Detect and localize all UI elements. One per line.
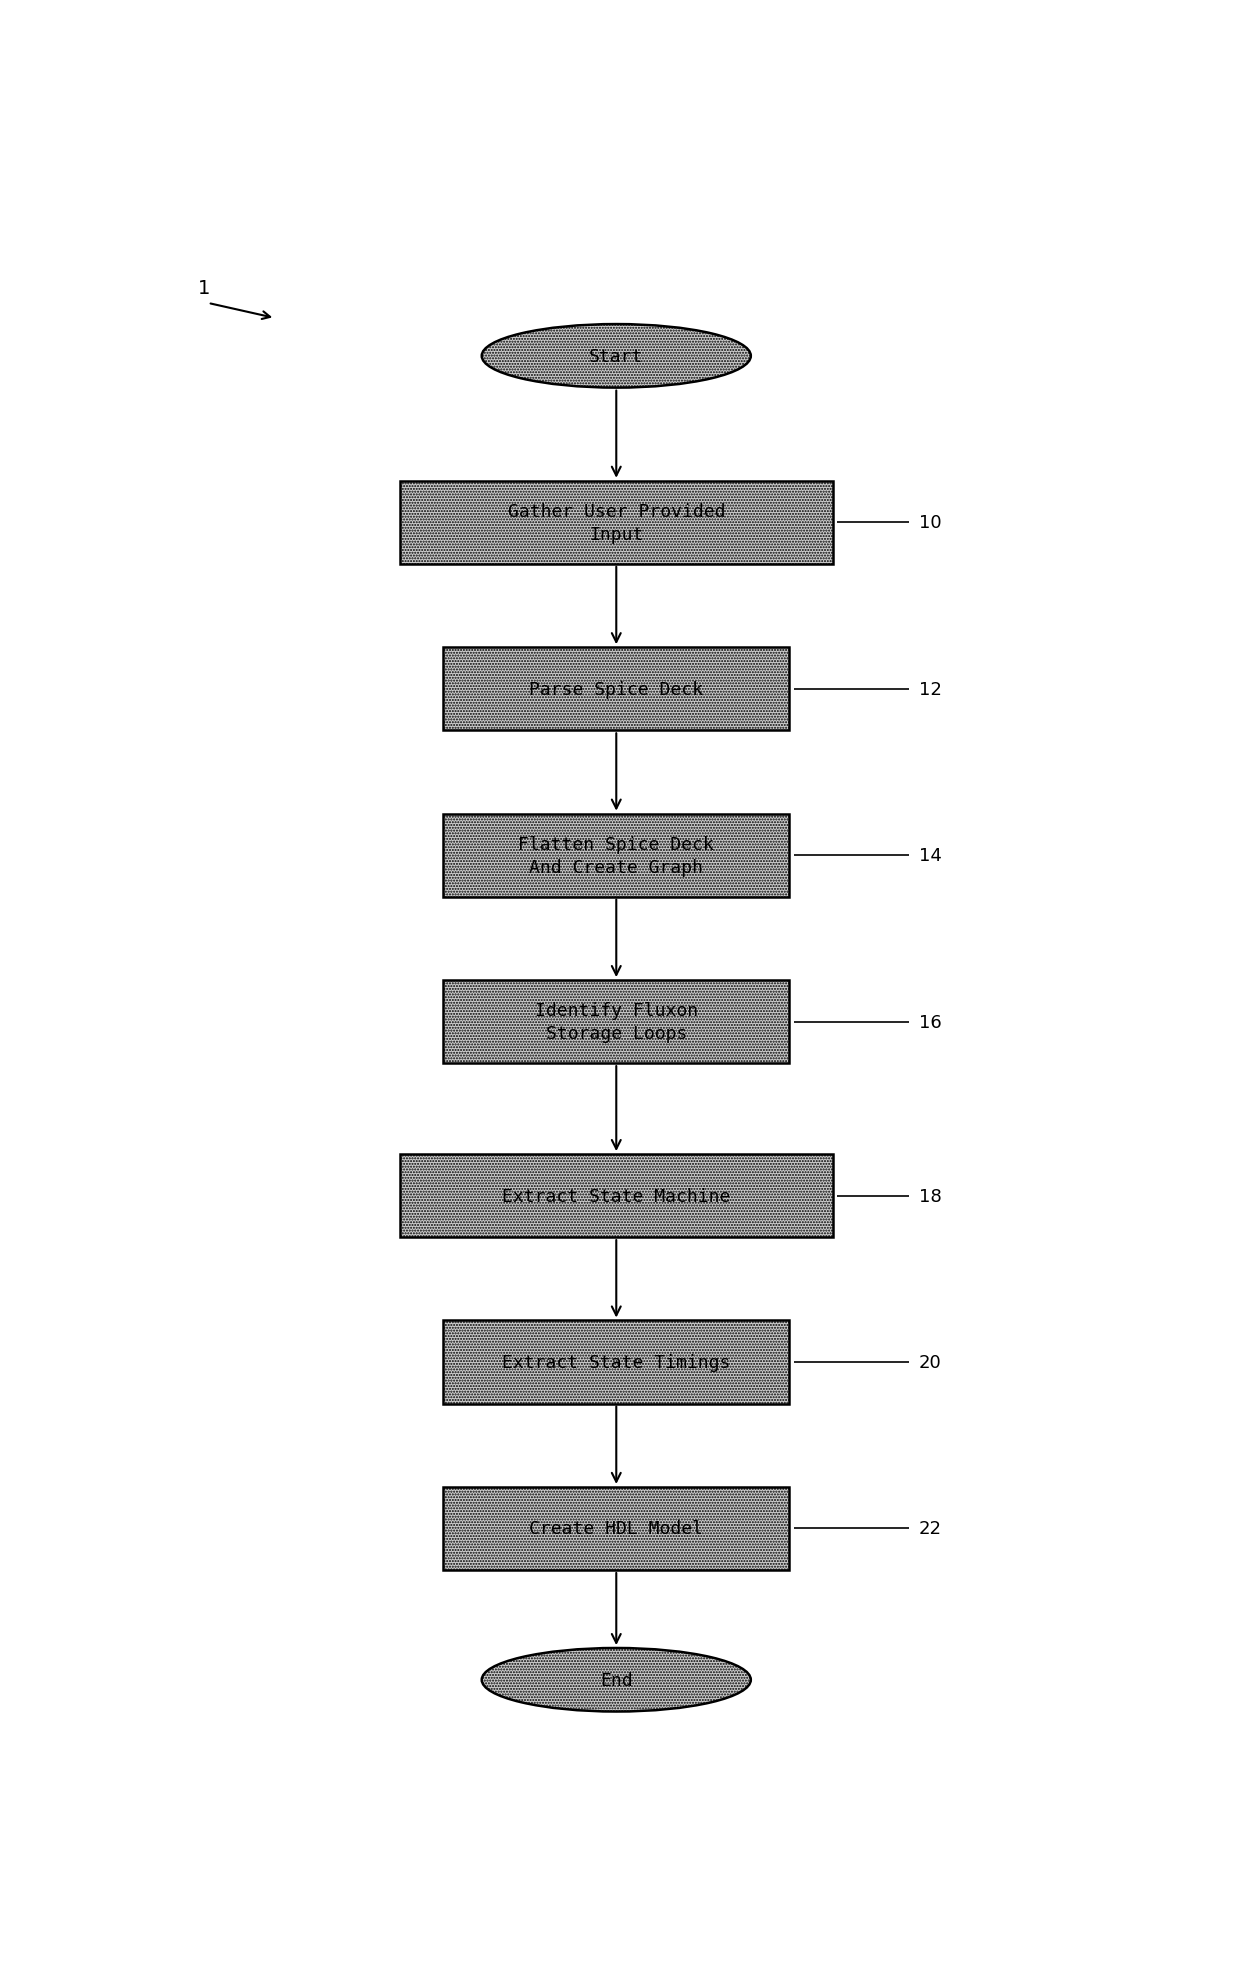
Text: Parse Spice Deck: Parse Spice Deck	[529, 680, 703, 699]
Text: Create HDL Model: Create HDL Model	[529, 1520, 703, 1538]
FancyBboxPatch shape	[444, 980, 789, 1064]
Text: 18: 18	[919, 1186, 941, 1206]
Text: 12: 12	[919, 680, 942, 699]
Text: 22: 22	[919, 1520, 942, 1538]
Text: 14: 14	[919, 846, 942, 864]
Text: Start: Start	[589, 348, 644, 365]
FancyBboxPatch shape	[444, 1487, 789, 1571]
FancyBboxPatch shape	[444, 648, 789, 731]
Text: Gather User Provided
Input: Gather User Provided Input	[507, 503, 725, 544]
Text: 16: 16	[919, 1013, 941, 1031]
Text: 20: 20	[919, 1353, 941, 1371]
Text: 1: 1	[198, 279, 211, 299]
Ellipse shape	[481, 324, 750, 389]
FancyBboxPatch shape	[444, 1320, 789, 1404]
Text: End: End	[600, 1671, 632, 1689]
Text: 10: 10	[919, 515, 941, 532]
FancyBboxPatch shape	[444, 815, 789, 898]
FancyBboxPatch shape	[401, 1155, 832, 1237]
Text: Identify Fluxon
Storage Loops: Identify Fluxon Storage Loops	[534, 1002, 698, 1043]
Ellipse shape	[481, 1648, 750, 1713]
Text: Extract State Machine: Extract State Machine	[502, 1186, 730, 1206]
FancyBboxPatch shape	[401, 481, 832, 564]
Text: Extract State Timings: Extract State Timings	[502, 1353, 730, 1371]
Text: Flatten Spice Deck
And Create Graph: Flatten Spice Deck And Create Graph	[518, 835, 714, 876]
